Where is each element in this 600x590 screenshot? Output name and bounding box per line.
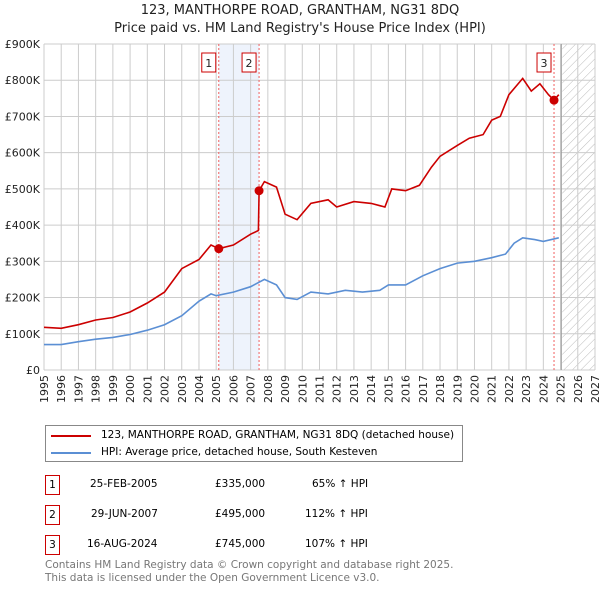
sale-point <box>254 186 264 196</box>
x-tick-label: 2013 <box>348 375 361 403</box>
x-tick-label: 2002 <box>159 375 172 403</box>
y-tick-label: £100K <box>5 328 41 341</box>
chart-title: 123, MANTHORPE ROAD, GRANTHAM, NG31 8DQ <box>140 3 460 18</box>
sale-row: 1 25-FEB-2005 £335,000 65% ↑ HPI <box>45 475 465 495</box>
x-tick-label: 2023 <box>520 375 533 403</box>
y-tick-label: £200K <box>5 292 41 305</box>
y-tick-label: £900K <box>5 38 41 51</box>
x-tick-label: 2009 <box>279 375 292 403</box>
y-tick-label: £600K <box>5 147 41 160</box>
legend-label: HPI: Average price, detached house, Sout… <box>101 446 378 458</box>
sale-marker-label: 2 <box>45 505 60 525</box>
x-tick-label: 2020 <box>468 375 481 403</box>
series-line <box>44 236 559 346</box>
x-tick-label: 2014 <box>365 375 378 403</box>
x-tick-label: 2026 <box>572 375 585 403</box>
x-tick-label: 2005 <box>210 375 223 403</box>
y-tick-label: £500K <box>5 183 41 196</box>
sale-date: 16-AUG-2024 <box>87 538 158 550</box>
footer: Contains HM Land Registry data © Crown c… <box>45 559 453 585</box>
legend-item-hpi: HPI: Average price, detached house, Sout… <box>51 446 377 459</box>
legend: 123, MANTHORPE ROAD, GRANTHAM, NG31 8DQ … <box>45 425 463 462</box>
x-tick-label: 1997 <box>72 375 85 403</box>
x-tick-label: 2012 <box>331 375 344 403</box>
x-tick-label: 2001 <box>141 375 154 403</box>
x-tick-label: 2017 <box>417 375 430 403</box>
x-tick-label: 2007 <box>245 375 258 403</box>
forecast-hatch <box>562 44 595 370</box>
chart-subtitle: Price paid vs. HM Land Registry's House … <box>114 21 486 36</box>
x-tick-label: 2022 <box>503 375 516 403</box>
x-tick-label: 1998 <box>90 375 103 403</box>
sale-row: 2 29-JUN-2007 £495,000 112% ↑ HPI <box>45 505 465 525</box>
sale-point <box>214 244 224 254</box>
x-tick-label: 2000 <box>124 375 137 403</box>
x-tick-label: 2025 <box>555 375 568 403</box>
sale-price: £745,000 <box>215 538 266 550</box>
sale-price: £335,000 <box>215 478 266 490</box>
x-tick-label: 2008 <box>262 375 275 403</box>
x-tick-label: 2010 <box>296 375 309 403</box>
legend-item-property: 123, MANTHORPE ROAD, GRANTHAM, NG31 8DQ … <box>51 429 454 442</box>
legend-swatch <box>51 451 91 454</box>
x-tick-label: 2011 <box>314 375 327 403</box>
sale-label: 2 <box>246 57 253 70</box>
y-tick-label: £800K <box>5 74 41 87</box>
sale-marker-label: 1 <box>45 475 60 495</box>
sale-label: 1 <box>205 57 212 70</box>
sale-date: 29-JUN-2007 <box>91 508 158 520</box>
x-tick-label: 2019 <box>451 375 464 403</box>
x-tick-label: 1995 <box>38 375 51 403</box>
sale-date: 25-FEB-2005 <box>90 478 158 490</box>
price-chart: 1995 1996 1997 1998 1999 2000 2001 2002 2003 2004… <box>5 38 600 403</box>
sale-label-box <box>201 52 217 73</box>
x-tick-label: 2003 <box>176 375 189 403</box>
sale-hpi: 112% ↑ HPI <box>305 508 368 520</box>
x-tick-label: 2016 <box>400 375 413 403</box>
sale-label-box <box>241 52 257 73</box>
x-tick-label: 2021 <box>486 375 499 403</box>
legend-label: 123, MANTHORPE ROAD, GRANTHAM, NG31 8DQ … <box>101 429 455 441</box>
x-tick-label: 2006 <box>227 375 240 403</box>
x-tick-label: 2024 <box>537 375 550 403</box>
sale-period-shade <box>218 44 260 370</box>
y-tick-label: £300K <box>5 255 41 268</box>
footer-copyright: Contains HM Land Registry data © Crown c… <box>45 559 454 571</box>
sale-price: £495,000 <box>215 508 266 520</box>
legend-swatch <box>51 434 91 437</box>
sale-hpi: 65% ↑ HPI <box>312 478 369 490</box>
sale-marker-label: 3 <box>45 535 60 555</box>
y-tick-label: £0 <box>26 364 40 377</box>
sale-hpi: 107% ↑ HPI <box>305 538 368 550</box>
sale-label-box <box>536 52 552 73</box>
x-tick-label: 2018 <box>434 375 447 403</box>
x-tick-label: 1999 <box>107 375 120 403</box>
x-tick-label: 1996 <box>55 375 68 403</box>
x-tick-label: 2004 <box>193 375 206 403</box>
footer-licence: This data is licensed under the Open Gov… <box>45 572 380 584</box>
x-tick-label: 2015 <box>382 375 395 403</box>
series-line <box>44 77 560 330</box>
sale-label: 3 <box>541 57 548 70</box>
sale-row: 3 16-AUG-2024 £745,000 107% ↑ HPI <box>45 535 465 555</box>
sale-point <box>549 95 559 105</box>
y-tick-label: £700K <box>5 110 41 123</box>
y-tick-label: £400K <box>5 219 41 232</box>
x-tick-label: 2027 <box>589 375 600 403</box>
